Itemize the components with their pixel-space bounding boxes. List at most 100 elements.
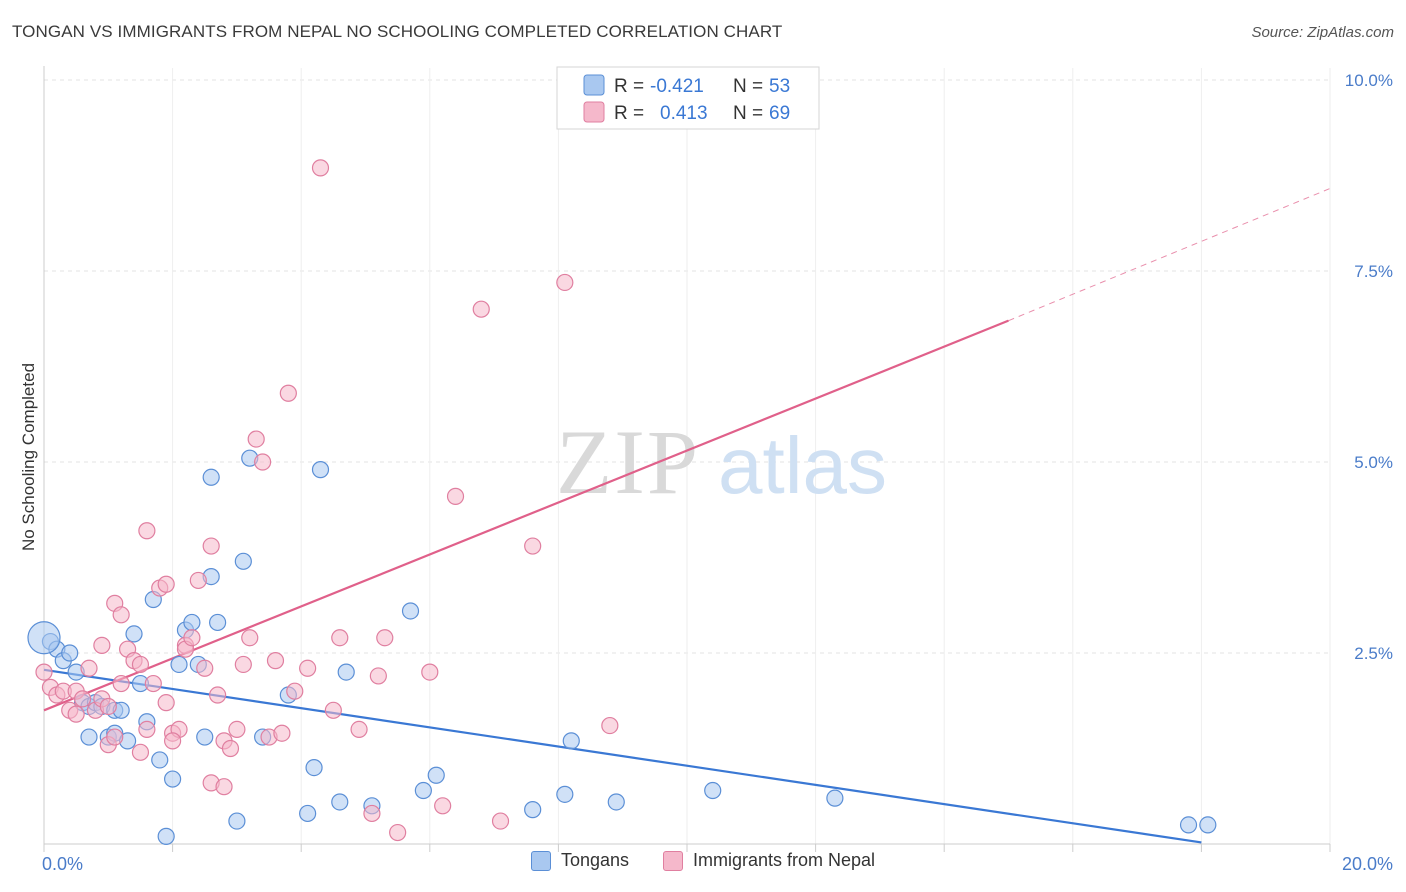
point-nepal-23 bbox=[157, 694, 175, 712]
trend-lines bbox=[43, 188, 1331, 844]
point-tongans-35 bbox=[299, 804, 317, 823]
point-nepal-53 bbox=[421, 663, 439, 681]
point-nepal-39 bbox=[247, 430, 265, 448]
legend-swatch bbox=[530, 850, 551, 871]
point-nepal-57 bbox=[491, 812, 510, 830]
point-nepal-29 bbox=[189, 571, 207, 590]
point-tongans-24 bbox=[183, 613, 201, 632]
legend-n-value-0: 53 bbox=[769, 76, 790, 97]
trend-line-nepal bbox=[43, 319, 1009, 712]
legend-swatch bbox=[663, 850, 683, 871]
legend-label-tongans: Tongans bbox=[560, 850, 629, 870]
point-tongans-45 bbox=[556, 785, 574, 803]
point-tongans-26 bbox=[196, 728, 214, 746]
legend-item-nepal[interactable]: Immigrants from Nepal bbox=[663, 850, 875, 871]
point-tongans-36 bbox=[305, 758, 323, 777]
point-tongans-20 bbox=[157, 827, 175, 845]
point-nepal-37 bbox=[234, 655, 252, 674]
point-nepal-64 bbox=[93, 636, 111, 654]
point-nepal-36 bbox=[228, 720, 246, 739]
chart-title: TONGAN VS IMMIGRANTS FROM NEPAL NO SCHOO… bbox=[12, 22, 783, 41]
legend-r-label-1: R = bbox=[614, 103, 649, 124]
point-nepal-62 bbox=[164, 732, 182, 750]
point-nepal-12 bbox=[99, 697, 117, 716]
legend-swatch-nepal bbox=[583, 101, 605, 123]
watermark-zip: ZIP bbox=[556, 411, 700, 513]
point-nepal-51 bbox=[376, 629, 394, 647]
y-axis-label: No Schooling Completed bbox=[19, 363, 38, 551]
point-nepal-40 bbox=[254, 453, 272, 471]
point-tongans-37 bbox=[311, 461, 330, 479]
point-tongans-38 bbox=[331, 793, 349, 811]
watermark: ZIP atlas bbox=[556, 411, 887, 513]
point-nepal-42 bbox=[266, 652, 285, 670]
legend-n-label-0: N = bbox=[733, 76, 768, 97]
legend-n-label-1: N = bbox=[733, 103, 768, 124]
point-nepal-43 bbox=[279, 384, 297, 402]
point-tongans-47 bbox=[607, 793, 625, 811]
point-tongans-41 bbox=[401, 602, 420, 620]
point-nepal-35 bbox=[221, 739, 240, 758]
legend-n-value-1: 69 bbox=[769, 103, 790, 124]
point-nepal-60 bbox=[601, 716, 619, 735]
point-nepal-18 bbox=[131, 655, 150, 674]
point-nepal-49 bbox=[363, 804, 381, 823]
point-tongans-49 bbox=[826, 789, 844, 807]
point-nepal-63 bbox=[112, 674, 130, 693]
source-label: Source: ZipAtlas.com bbox=[1251, 24, 1394, 41]
point-tongans-3 bbox=[61, 644, 79, 662]
point-nepal-6 bbox=[67, 705, 85, 723]
point-nepal-68 bbox=[273, 724, 291, 742]
point-nepal-15 bbox=[112, 606, 130, 624]
point-tongans-30 bbox=[228, 812, 246, 830]
point-nepal-38 bbox=[241, 629, 259, 647]
point-nepal-52 bbox=[389, 823, 407, 842]
point-nepal-33 bbox=[209, 686, 227, 704]
trend-line-nepal-extension bbox=[1008, 188, 1331, 322]
point-tongans-48 bbox=[704, 781, 722, 800]
data-points bbox=[27, 159, 1217, 845]
point-nepal-45 bbox=[299, 659, 317, 677]
legend-swatch-tongans bbox=[583, 74, 605, 96]
point-tongans-46 bbox=[562, 732, 580, 750]
point-nepal-47 bbox=[331, 629, 349, 647]
point-nepal-50 bbox=[369, 667, 387, 685]
legend-item-tongans[interactable]: Tongans bbox=[530, 850, 629, 871]
point-nepal-7 bbox=[73, 690, 92, 708]
point-nepal-30 bbox=[196, 659, 214, 677]
point-tongans-39 bbox=[337, 663, 355, 681]
legend-bottom: Tongans Immigrants from Nepal bbox=[0, 850, 1406, 871]
legend-r-label-0: R = bbox=[614, 76, 649, 97]
legend-label-nepal: Immigrants from Nepal bbox=[693, 850, 876, 870]
point-nepal-65 bbox=[311, 159, 330, 177]
axes bbox=[43, 66, 1331, 852]
point-tongans-44 bbox=[524, 801, 542, 819]
point-tongans-19 bbox=[151, 751, 169, 769]
legend-r-value-1: 0.413 bbox=[660, 103, 708, 124]
x-tick-label-0: 0.0% bbox=[42, 854, 83, 874]
point-nepal-13 bbox=[106, 728, 124, 746]
point-tongans-51 bbox=[1199, 816, 1217, 834]
y-tick-label-3: 10.0% bbox=[1345, 71, 1393, 90]
point-tongans-15 bbox=[125, 625, 143, 643]
point-tongans-50 bbox=[1179, 816, 1198, 834]
point-nepal-58 bbox=[524, 537, 542, 555]
point-tongans-52 bbox=[27, 621, 61, 655]
legend-r-value-0: -0.421 bbox=[650, 76, 704, 97]
point-nepal-19 bbox=[138, 522, 156, 540]
x-tick-label-1: 20.0% bbox=[1342, 854, 1393, 874]
point-nepal-59 bbox=[556, 273, 574, 292]
point-tongans-29 bbox=[209, 613, 227, 632]
point-nepal-67 bbox=[131, 743, 150, 761]
point-tongans-27 bbox=[202, 468, 220, 486]
point-nepal-8 bbox=[80, 659, 98, 677]
point-nepal-61 bbox=[138, 720, 156, 739]
point-tongans-8 bbox=[80, 728, 98, 746]
point-nepal-56 bbox=[472, 300, 490, 318]
point-nepal-54 bbox=[434, 797, 452, 815]
point-tongans-42 bbox=[414, 781, 432, 800]
point-nepal-44 bbox=[286, 682, 304, 700]
watermark-atlas: atlas bbox=[718, 421, 887, 510]
